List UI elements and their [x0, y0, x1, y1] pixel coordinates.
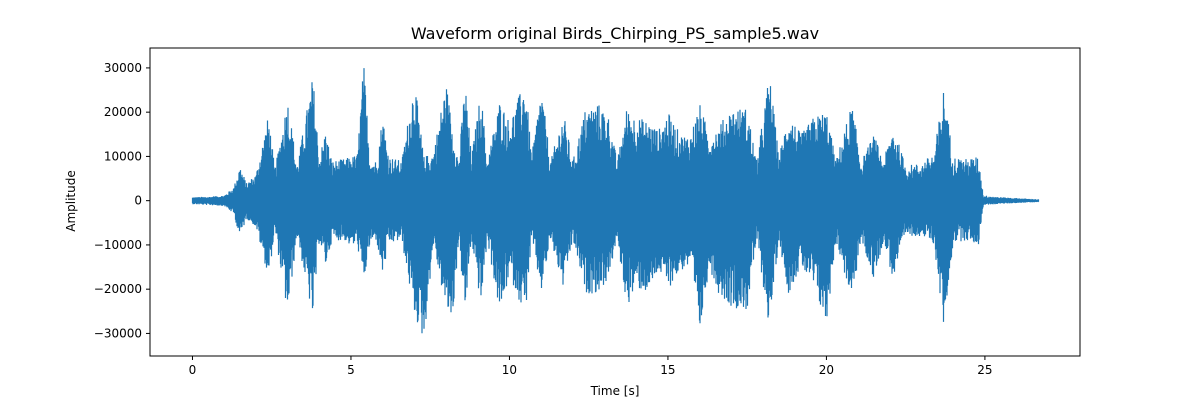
y-tick-label: 30000 — [104, 61, 142, 75]
x-tick-label: 20 — [819, 363, 834, 377]
x-axis: 0 5 10 15 20 25 — [189, 356, 993, 377]
x-tick-label: 25 — [977, 363, 992, 377]
x-axis-label: Time [s] — [590, 384, 640, 398]
x-tick-label: 15 — [660, 363, 675, 377]
waveform-series-line — [191, 68, 1040, 334]
x-tick-label: 5 — [347, 363, 355, 377]
x-tick-label: 10 — [502, 363, 517, 377]
y-axis: −30000 −20000 −10000 0 10000 20000 30000 — [94, 61, 150, 340]
y-tick-label: −10000 — [94, 238, 142, 252]
x-tick-label: 0 — [189, 363, 197, 377]
y-tick-label: 20000 — [104, 105, 142, 119]
y-tick-label: −20000 — [94, 282, 142, 296]
plot-area — [149, 47, 1081, 357]
chart-title: Waveform original Birds_Chirping_PS_samp… — [411, 24, 819, 44]
axes-frame — [149, 47, 1081, 357]
y-axis-label: Amplitude — [64, 170, 78, 232]
y-tick-label: 10000 — [104, 149, 142, 163]
y-tick-label: −30000 — [94, 326, 142, 340]
y-tick-label: 0 — [134, 194, 142, 208]
